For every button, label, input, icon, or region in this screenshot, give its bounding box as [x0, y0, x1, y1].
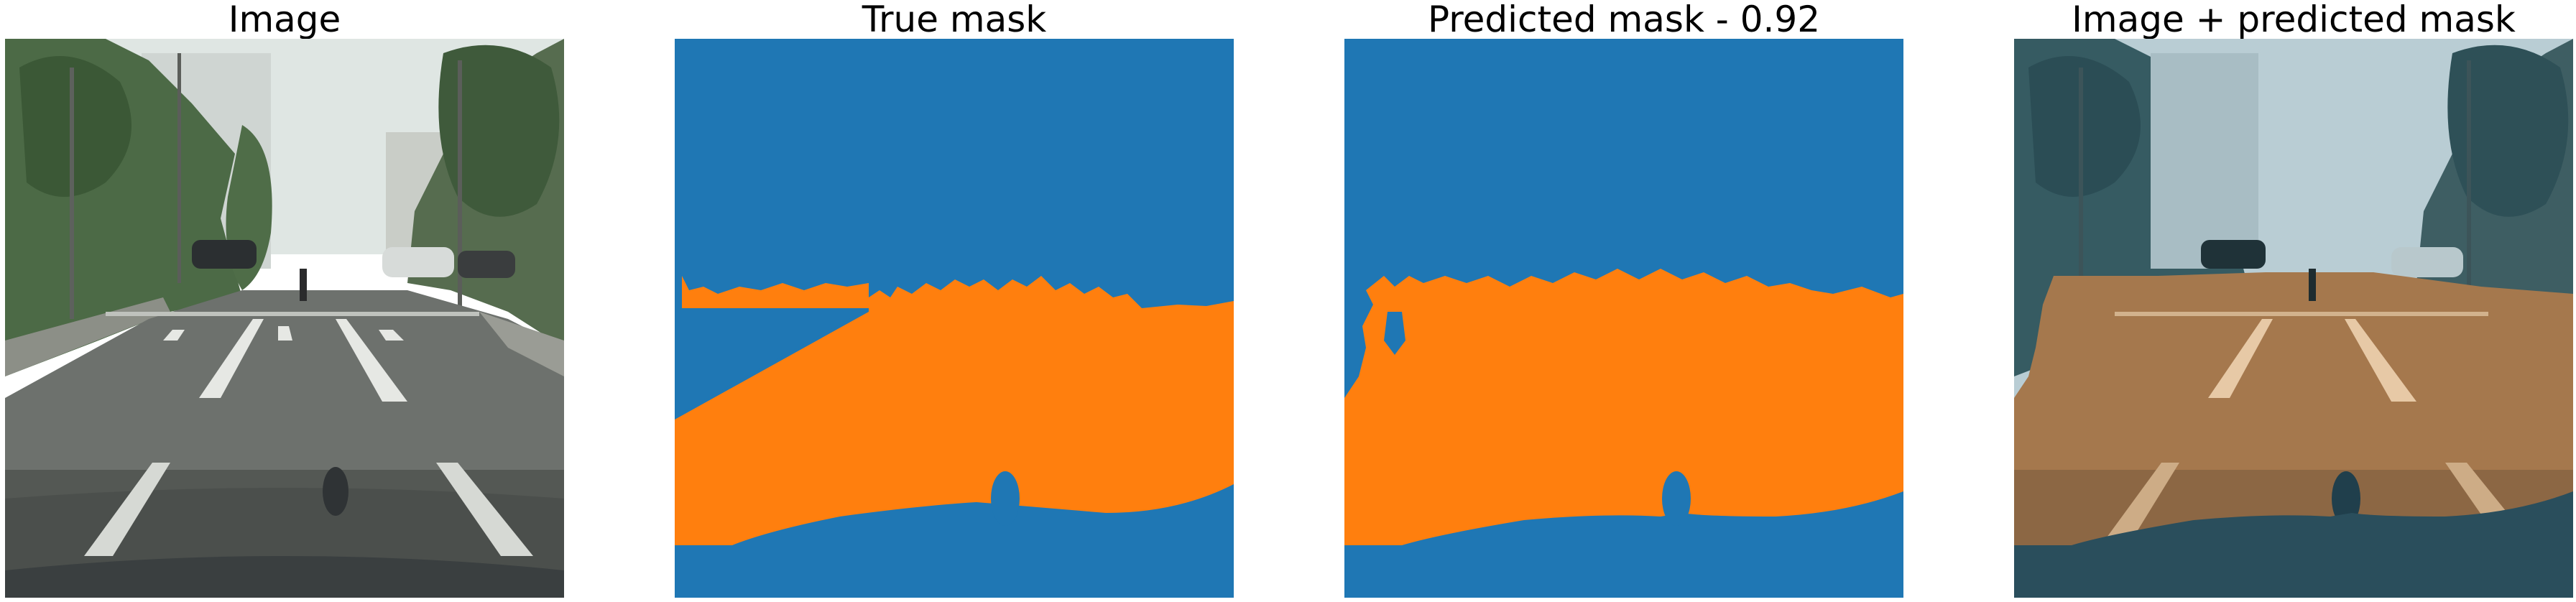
true-mask-image: [675, 39, 1234, 598]
true-mask-road-region: [675, 276, 1234, 598]
true-mask-hood-ornament: [991, 471, 1020, 526]
panel-image: Image: [5, 0, 564, 602]
overlay-drawing: [2014, 39, 2573, 598]
panel-predicted-mask: Predicted mask - 0.92: [1344, 0, 1903, 602]
panel-true-mask: True mask: [675, 0, 1234, 602]
panel-title-overlay: Image + predicted mask: [2072, 0, 2516, 40]
street-photo-drawing: [5, 39, 564, 598]
panel-title-image: Image: [228, 0, 341, 40]
panel-title-predicted-mask: Predicted mask - 0.92: [1427, 0, 1821, 40]
overlay-image: [2014, 39, 2573, 598]
true-mask-drawing: [675, 39, 1234, 598]
predicted-mask-drawing: [1344, 39, 1903, 598]
predicted-mask-image: [1344, 39, 1903, 598]
predicted-mask-hood-ornament: [1662, 471, 1691, 526]
true-mask-road-fringe: [682, 276, 869, 308]
predicted-mask-road-region: [1344, 269, 1903, 598]
panel-title-true-mask: True mask: [862, 0, 1047, 40]
street-photo: [5, 39, 564, 598]
panel-overlay: Image + predicted mask: [2014, 0, 2573, 602]
